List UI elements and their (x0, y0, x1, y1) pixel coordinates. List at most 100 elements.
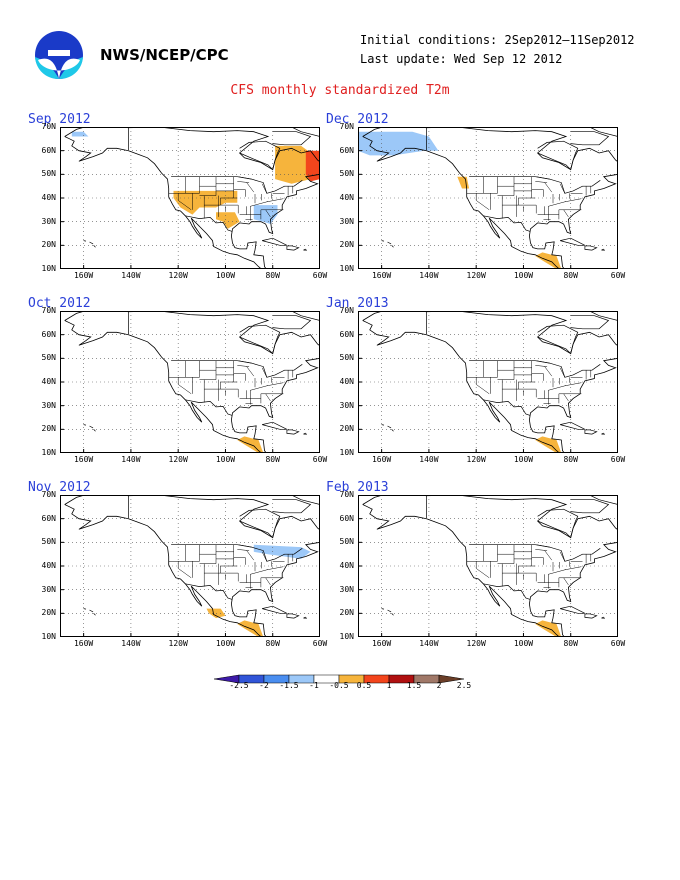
country-border (185, 399, 233, 416)
lon-tick-label: 100W (215, 639, 236, 648)
state-border (238, 360, 252, 364)
state-border (220, 197, 238, 206)
country-border (469, 360, 601, 378)
lon-tick-label: 80W (265, 271, 280, 280)
anomaly-region (216, 212, 240, 229)
state-border (233, 557, 246, 565)
legend-label: -1.5 (279, 681, 299, 690)
coastline (584, 613, 598, 619)
coastline (262, 605, 288, 614)
coastline (560, 237, 586, 246)
lat-tick-label: 20N (339, 240, 354, 250)
coastline (83, 240, 87, 242)
state-border (237, 181, 250, 183)
map-panel: Sep 2012 70N 60N 50N 40N 30N 20N 10N 160W 140W 120… (28, 112, 327, 282)
state-border (531, 189, 544, 197)
state-border (518, 381, 536, 390)
lon-tick-label: 160W (371, 639, 392, 648)
coastline (239, 324, 281, 355)
coastline (64, 495, 320, 637)
state-border (559, 183, 566, 194)
coastline (589, 127, 618, 137)
lat-tick-label: 60N (41, 145, 56, 155)
coastline (537, 508, 579, 539)
lat-tick-label: 20N (41, 424, 56, 434)
lon-tick-label: 60W (312, 271, 328, 280)
map-svg (60, 311, 320, 453)
coastline (291, 127, 320, 137)
map-svg (358, 311, 618, 453)
coastline (272, 315, 312, 330)
lon-tick-label: 120W (168, 271, 188, 280)
lon-tick-label: 80W (563, 455, 578, 464)
lat-tick-label: 20N (41, 240, 56, 250)
page-title: CFS monthly standardized T2m (230, 83, 450, 98)
lon-tick-label: 120W (168, 639, 188, 648)
state-border (518, 197, 536, 206)
lat-tick-label: 30N (339, 216, 354, 226)
lon-tick-label: 60W (610, 271, 626, 280)
lon-tick-label: 140W (121, 455, 141, 464)
coastline (93, 613, 96, 616)
panel-title: Nov 2012 (28, 480, 91, 495)
anomaly-region (457, 176, 470, 189)
map-svg (60, 127, 320, 269)
lat-tick-label: 40N (41, 193, 56, 202)
state-border (475, 193, 490, 211)
coastline (362, 311, 618, 453)
coastline (291, 311, 320, 321)
coastline (262, 421, 288, 430)
legend-label: 0.5 (356, 681, 372, 690)
lat-tick-label: 30N (41, 400, 56, 410)
coastline (89, 609, 94, 613)
map-area (358, 127, 618, 269)
state-border (518, 565, 536, 574)
coastline (239, 140, 281, 171)
lat-tick-label: 50N (339, 353, 354, 363)
lat-tick-label: 70N (41, 306, 56, 315)
lon-tick-label: 160W (371, 271, 392, 280)
coastline (391, 613, 394, 616)
coastline (560, 605, 586, 614)
state-border (233, 189, 246, 197)
panel-title: Oct 2012 (28, 296, 91, 311)
lat-tick-label: 30N (41, 584, 56, 594)
state-border (246, 182, 255, 193)
anomaly-region (71, 131, 89, 137)
state-border (564, 382, 582, 387)
coastline (64, 311, 320, 453)
coastline (570, 131, 610, 146)
lon-tick-label: 160W (73, 271, 94, 280)
lon-tick-label: 100W (513, 639, 534, 648)
legend-label: 1.5 (406, 681, 422, 690)
lat-tick-label: 10N (41, 448, 56, 457)
coastline (391, 429, 394, 432)
legend-label: 1 (386, 681, 392, 690)
lon-tick-label: 160W (73, 455, 94, 464)
state-border (544, 182, 553, 193)
lat-tick-label: 50N (339, 169, 354, 179)
state-border (564, 198, 582, 203)
coastline (601, 616, 605, 619)
panel-title: Jan 2013 (326, 296, 389, 311)
state-border (535, 181, 548, 183)
state-border (559, 551, 566, 562)
lon-tick-label: 160W (371, 455, 392, 464)
state-border (548, 385, 567, 391)
lat-tick-label: 70N (339, 122, 354, 131)
state-border (475, 561, 490, 579)
lat-tick-label: 60N (41, 513, 56, 523)
state-border (536, 544, 550, 548)
coastline (286, 245, 300, 251)
coastline (272, 499, 312, 514)
noaa-logo-icon (35, 31, 83, 79)
lon-tick-label: 60W (610, 455, 626, 464)
lat-tick-label: 30N (339, 584, 354, 594)
coastline (589, 311, 618, 321)
coastline (381, 240, 385, 242)
lat-tick-label: 70N (41, 490, 56, 499)
state-border (265, 577, 271, 586)
lon-tick-label: 80W (563, 271, 578, 280)
state-border (265, 209, 271, 218)
lon-tick-label: 100W (215, 271, 236, 280)
